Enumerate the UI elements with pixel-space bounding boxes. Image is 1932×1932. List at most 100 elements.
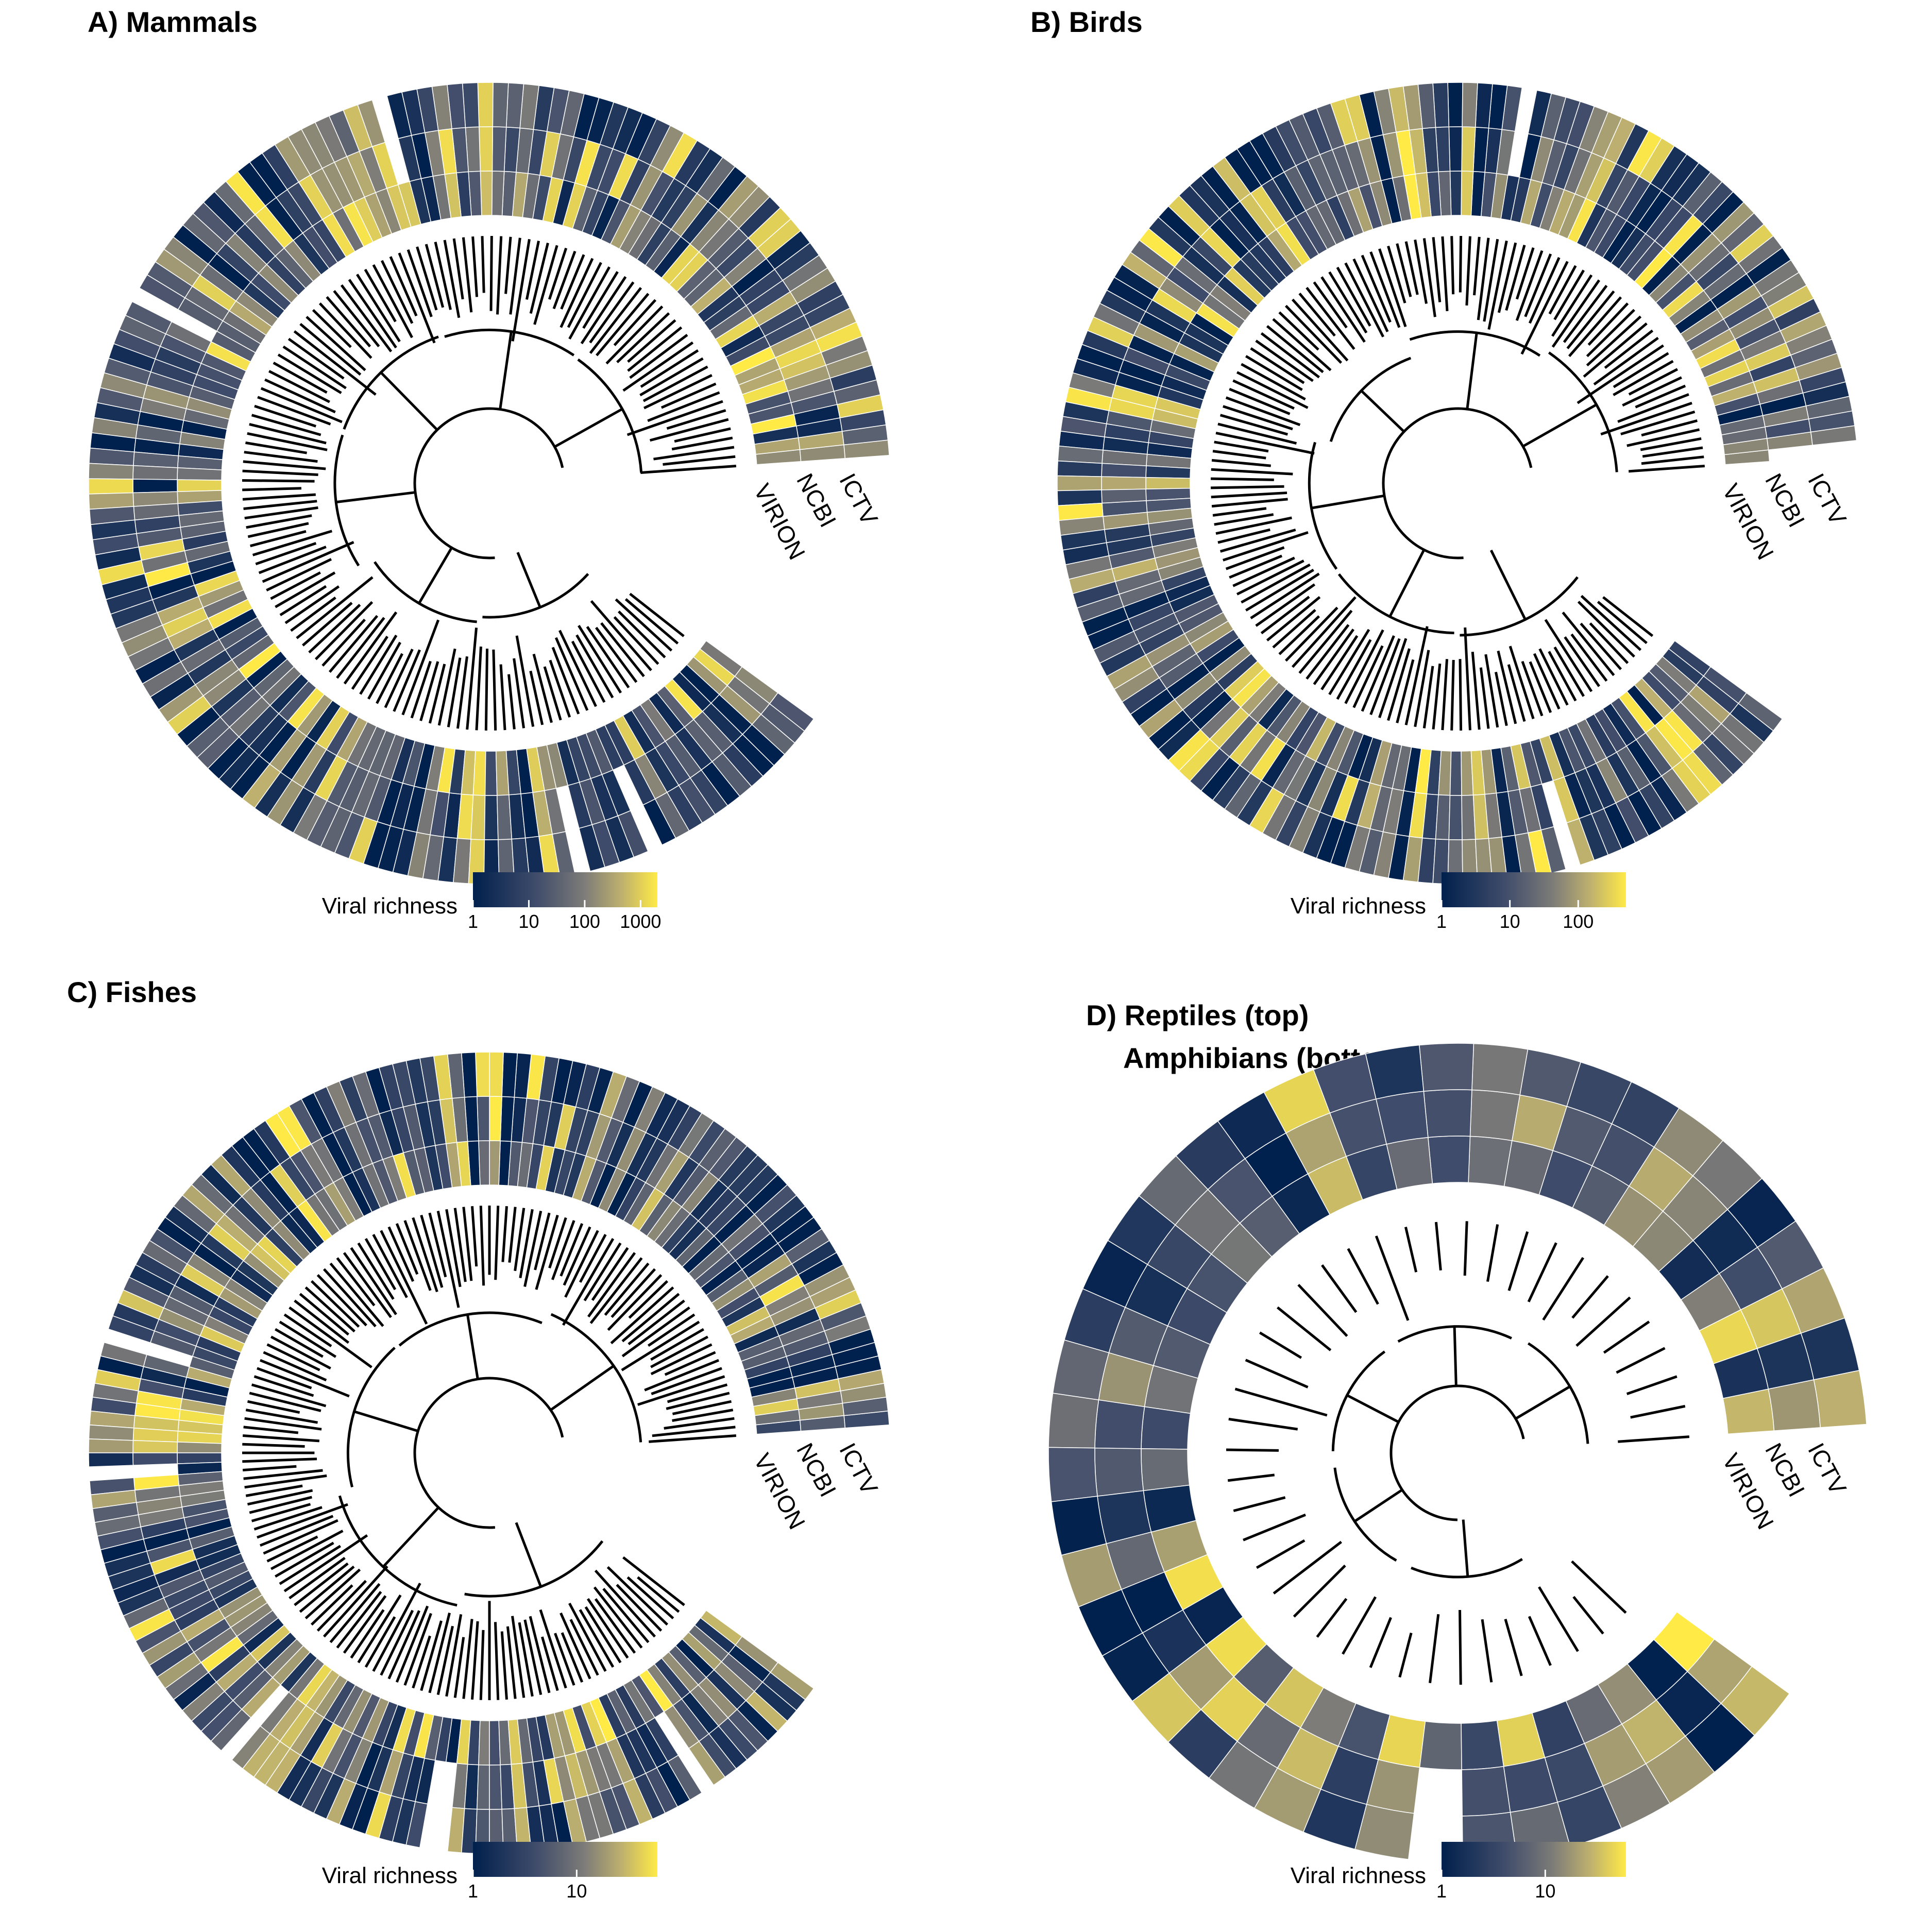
heatmap-cell — [1627, 790, 1663, 837]
panel-title-birds: B) Birds — [1030, 6, 1143, 38]
heatmap-cell — [718, 1717, 758, 1761]
heatmap-cell — [472, 750, 486, 796]
heatmap-cell — [1052, 1339, 1110, 1401]
heatmap-cell — [1068, 568, 1116, 595]
heatmap-cell — [1720, 1666, 1790, 1736]
tree-leaf-branch — [293, 330, 377, 396]
tree-internal-branch — [554, 408, 623, 448]
heatmap-cell — [1057, 489, 1103, 506]
heatmap-cell — [1471, 1043, 1529, 1096]
heatmap-cell — [707, 166, 748, 211]
tree-leaf-branch — [1529, 661, 1552, 713]
tree-leaf-branch — [321, 618, 366, 667]
tree-leaf-branch — [563, 1226, 591, 1286]
tree-leaf-branch — [275, 1328, 324, 1358]
tree-clade-arc — [1397, 1325, 1512, 1343]
tree-leaf-branch — [1316, 1598, 1348, 1638]
heatmap-cell — [1217, 1091, 1286, 1160]
tree-leaf-branch — [1422, 666, 1434, 728]
heatmap-cell — [104, 1550, 151, 1578]
tree-leaf-branch — [479, 1630, 485, 1700]
heatmap-cell — [666, 785, 703, 832]
tree-leaf-branch — [471, 236, 479, 297]
tree-internal-branch — [515, 1522, 543, 1587]
heatmap-cell — [718, 1145, 758, 1189]
tree-leaf-branch — [333, 290, 380, 347]
tree-leaf-branch — [674, 427, 731, 443]
legend-tick-label: 10 — [1535, 1880, 1555, 1902]
heatmap-cell — [1275, 119, 1309, 166]
tree-leaf-branch — [554, 1633, 575, 1686]
heatmap-cell — [266, 779, 304, 826]
heatmap-cell — [1082, 1240, 1148, 1308]
tree-leaf-branch — [1396, 243, 1412, 297]
tree-leaf-branch — [1642, 446, 1703, 458]
heatmap-cell — [1800, 1317, 1860, 1380]
tree-leaf-branch — [323, 1565, 388, 1638]
tree-leaf-branch — [1236, 371, 1309, 409]
tree-leaf-branch — [289, 1556, 346, 1600]
tree-leaf-branch — [340, 284, 393, 352]
tree-leaf-branch — [1414, 650, 1430, 727]
heatmap-cell — [489, 1764, 502, 1810]
tree-leaf-branch — [1232, 379, 1295, 410]
tree-leaf-branch — [277, 353, 342, 394]
tree-leaf-branch — [584, 1606, 622, 1664]
heatmap-cell — [1650, 145, 1688, 191]
heatmap-cell — [1794, 352, 1842, 381]
tree-leaf-branch — [316, 1580, 367, 1632]
tree-leaf-branch — [494, 1206, 500, 1280]
heatmap-cell — [134, 649, 181, 685]
tree-leaf-branch — [243, 1469, 323, 1480]
heatmap-cell — [416, 86, 439, 133]
tree-leaf-branch — [445, 1614, 463, 1697]
tree-leaf-branch — [326, 296, 371, 348]
heatmap-cell — [378, 1795, 404, 1842]
tree-leaf-branch — [1622, 376, 1682, 407]
tree-leaf-branch — [425, 244, 445, 308]
tree-leaf-branch — [403, 1613, 432, 1686]
tree-leaf-branch — [1571, 1275, 1609, 1319]
tree-leaf-branch — [1245, 1359, 1309, 1388]
tree-leaf-branch — [243, 1426, 299, 1434]
tree-leaf-branch — [1471, 651, 1481, 730]
tree-leaf-branch — [532, 653, 553, 723]
heatmap-cell — [1738, 692, 1783, 732]
heatmap-cell — [745, 1174, 788, 1215]
tree-leaf-branch — [1572, 1596, 1604, 1635]
tree-leaf-branch — [1236, 560, 1304, 596]
tree-leaf-branch — [628, 1280, 669, 1319]
heatmap-cell — [1236, 140, 1274, 187]
tree-leaf-branch — [315, 601, 374, 660]
heatmap-cell — [177, 479, 222, 492]
heatmap-cell — [100, 1538, 147, 1564]
heatmap-cell — [1417, 82, 1436, 129]
heatmap-cell — [94, 1369, 142, 1392]
tree-leaf-branch — [1613, 360, 1674, 396]
heatmap-cell — [1727, 1178, 1797, 1248]
tree-leaf-branch — [1464, 627, 1471, 731]
tree-leaf-branch — [523, 1619, 543, 1696]
tree-leaf-branch — [534, 1212, 551, 1270]
heatmap-cell — [365, 1067, 392, 1114]
tree-root-arc — [413, 407, 564, 560]
tree-leaf-branch — [453, 1637, 465, 1698]
tree-leaf-branch — [242, 493, 316, 501]
heatmap-cell — [1087, 618, 1134, 651]
tree-internal-branch — [418, 547, 453, 604]
heatmap-cell — [191, 1174, 234, 1215]
heatmap-cell — [634, 1086, 666, 1133]
heatmap-cell — [824, 1315, 871, 1344]
tree-leaf-branch — [260, 1515, 334, 1547]
heatmap-cell — [477, 1096, 490, 1142]
tree-leaf-branch — [1306, 286, 1355, 350]
tree-leaf-branch — [247, 432, 328, 451]
tree-leaf-branch — [1589, 622, 1629, 664]
tree-leaf-branch — [1344, 629, 1384, 704]
legend-mammals: Viral richness 1 10 100 1000 — [322, 872, 661, 932]
tree-leaf-branch — [1321, 1264, 1358, 1313]
panel-birds: B) Birds VIRION NCBI ICTV Viral richness… — [1030, 6, 1857, 932]
tree-leaf-branch — [628, 1299, 685, 1346]
heatmap-cell — [108, 1562, 155, 1591]
heatmap-cell — [667, 1754, 703, 1801]
